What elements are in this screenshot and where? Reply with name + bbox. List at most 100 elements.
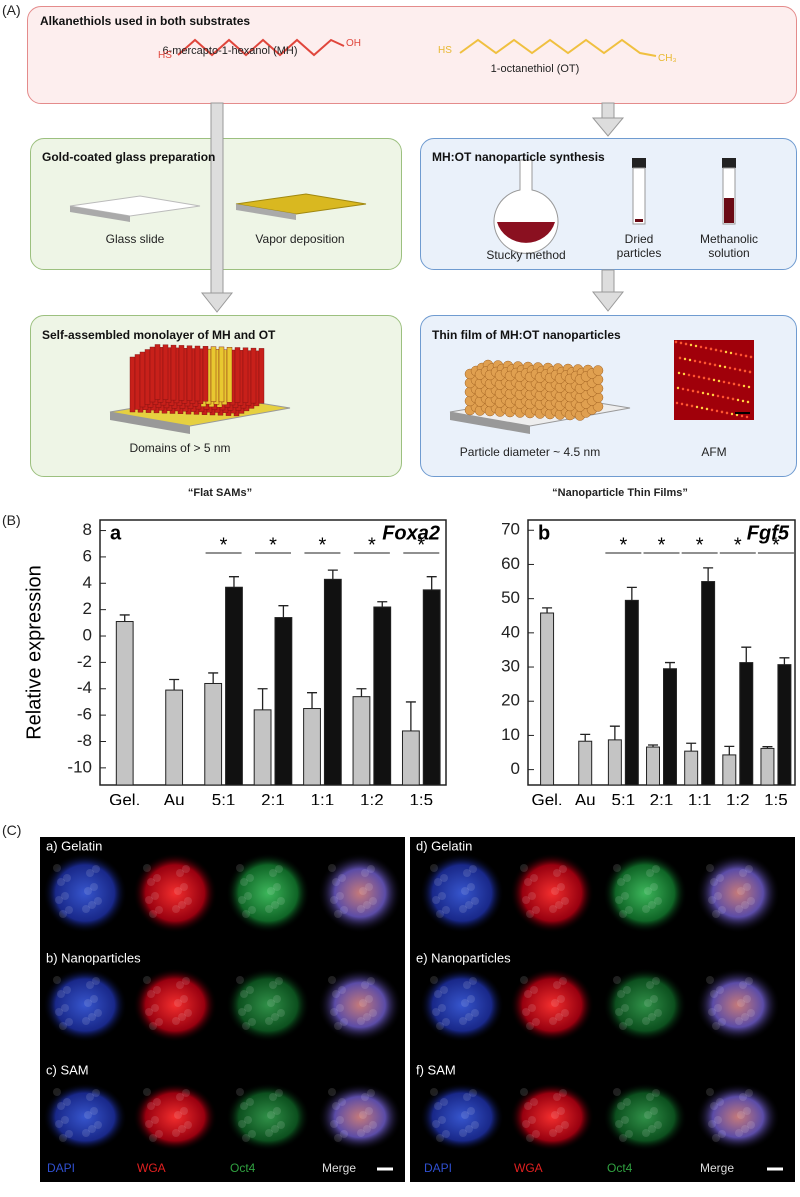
afm-speck bbox=[727, 381, 731, 385]
cell bbox=[59, 1134, 67, 1142]
cell bbox=[718, 1018, 726, 1026]
rod bbox=[210, 346, 217, 402]
cell bbox=[180, 995, 188, 1003]
cell bbox=[361, 1093, 369, 1101]
channel-label: Merge bbox=[700, 1161, 734, 1175]
cell bbox=[184, 897, 192, 905]
cell bbox=[442, 906, 450, 914]
cell bbox=[652, 1089, 660, 1097]
bar bbox=[204, 682, 223, 786]
cell bbox=[530, 986, 538, 994]
cell bbox=[244, 1004, 252, 1012]
cell bbox=[153, 874, 161, 882]
error-bar bbox=[779, 657, 790, 665]
cell bbox=[743, 995, 751, 1003]
cell bbox=[357, 905, 365, 913]
cell bbox=[269, 1093, 277, 1101]
cell bbox=[82, 1017, 90, 1025]
cell bbox=[178, 1013, 186, 1021]
vial-residue bbox=[635, 219, 643, 222]
afm-speck bbox=[674, 340, 678, 344]
bar bbox=[624, 599, 639, 786]
cell bbox=[735, 905, 743, 913]
cell bbox=[361, 869, 369, 877]
cell bbox=[84, 1111, 92, 1119]
cell bbox=[147, 878, 155, 886]
vial bbox=[632, 167, 646, 225]
afm-speck bbox=[735, 413, 739, 417]
bar bbox=[225, 586, 243, 786]
cell bbox=[277, 1009, 285, 1017]
cell bbox=[55, 1120, 63, 1128]
cell bbox=[363, 1013, 371, 1021]
cell bbox=[155, 1018, 163, 1026]
afm-speck bbox=[732, 382, 736, 386]
cell bbox=[242, 1134, 250, 1142]
cell bbox=[269, 981, 277, 989]
cell bbox=[143, 864, 151, 872]
cell bbox=[520, 1088, 528, 1096]
rod bbox=[162, 344, 169, 400]
arrow-head bbox=[591, 117, 625, 137]
cell bbox=[712, 1022, 720, 1030]
cell bbox=[240, 990, 248, 998]
cell bbox=[267, 999, 275, 1007]
cell bbox=[145, 896, 153, 904]
cell bbox=[63, 1098, 71, 1106]
cell bbox=[330, 1120, 338, 1128]
cell bbox=[178, 901, 186, 909]
significance-mark: * bbox=[269, 534, 277, 556]
cell bbox=[271, 901, 279, 909]
cell bbox=[432, 1008, 440, 1016]
afm-speck bbox=[708, 362, 712, 366]
cell bbox=[737, 999, 745, 1007]
cell bbox=[178, 1125, 186, 1133]
afm-speck bbox=[734, 352, 738, 356]
y-tick-label: 70 bbox=[501, 520, 520, 539]
bar bbox=[607, 739, 622, 786]
sam-substrate-side bbox=[110, 412, 190, 434]
afm-speck bbox=[685, 403, 689, 407]
cell bbox=[741, 1013, 749, 1021]
x-tick-label: 2:1 bbox=[261, 790, 285, 805]
cell bbox=[94, 897, 102, 905]
cell bbox=[336, 1004, 344, 1012]
cell bbox=[652, 977, 660, 985]
cell bbox=[246, 986, 254, 994]
error-bar bbox=[724, 745, 735, 755]
cell bbox=[617, 990, 625, 998]
flask-liquid bbox=[497, 222, 555, 243]
cell bbox=[710, 990, 718, 998]
bar bbox=[274, 617, 293, 786]
cell bbox=[644, 1111, 652, 1119]
cell bbox=[642, 1129, 650, 1137]
y-tick-label: -2 bbox=[77, 652, 92, 671]
cell bbox=[555, 1125, 563, 1133]
cell bbox=[617, 878, 625, 886]
cell bbox=[648, 1125, 656, 1133]
cell bbox=[53, 976, 61, 984]
afm-speck bbox=[707, 377, 711, 381]
panel-label: (C) bbox=[2, 822, 22, 838]
error-bar bbox=[626, 586, 637, 601]
afm-speck bbox=[738, 368, 742, 372]
cell bbox=[180, 883, 188, 891]
afm-speck bbox=[688, 358, 692, 362]
y-tick-label: 0 bbox=[83, 626, 92, 645]
cell bbox=[706, 976, 714, 984]
cell bbox=[357, 1129, 365, 1137]
box-title: Thin film of MH:OT nanoparticles bbox=[432, 328, 621, 342]
cell bbox=[94, 1009, 102, 1017]
afm-speck bbox=[730, 412, 734, 416]
afm-speck bbox=[737, 383, 741, 387]
afm-speck bbox=[699, 345, 703, 349]
cell-colony bbox=[696, 968, 780, 1042]
cell bbox=[714, 1004, 722, 1012]
cell bbox=[557, 1107, 565, 1115]
afm-speck bbox=[729, 351, 733, 355]
cell-colony bbox=[510, 853, 594, 933]
cell bbox=[522, 896, 530, 904]
cell bbox=[238, 896, 246, 904]
cell bbox=[277, 1121, 285, 1129]
row-label: b) Nanoparticles bbox=[46, 950, 141, 965]
